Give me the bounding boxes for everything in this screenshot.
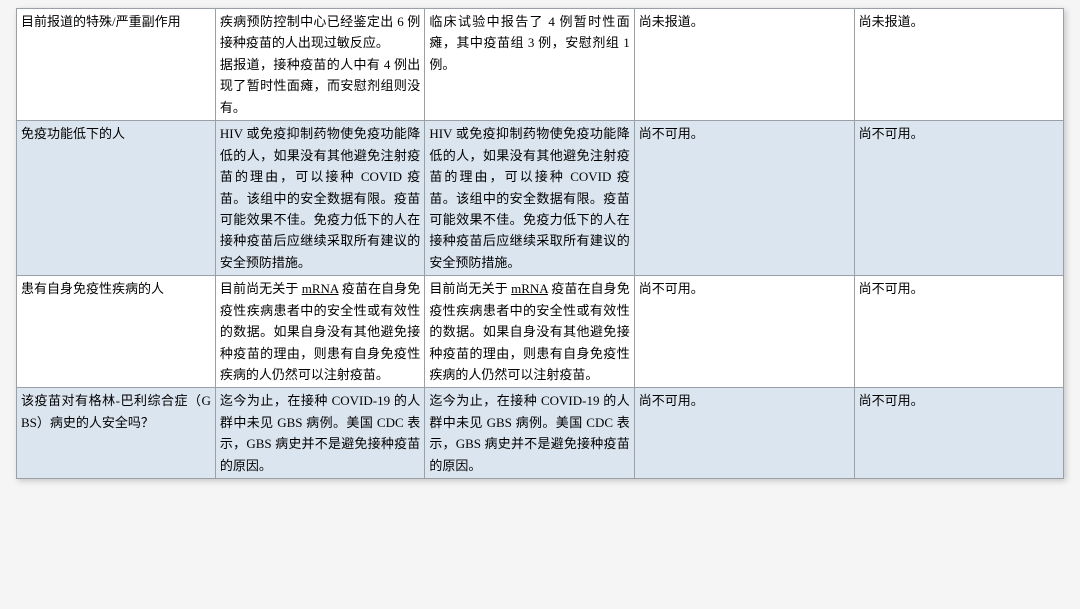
table-row: 目前报道的特殊/严重副作用 疾病预防控制中心已经鉴定出 6 例接种疫苗的人出现过… (17, 9, 1064, 121)
table-row: 患有自身免疫性疾病的人 目前尚无关于 mRNA 疫苗在自身免疫性疾病患者中的安全… (17, 276, 1064, 388)
table-cell: 迄今为止，在接种 COVID-19 的人群中未见 GBS 病例。美国 CDC 表… (425, 388, 634, 479)
row-label: 免疫功能低下的人 (17, 121, 216, 276)
underlined-term: mRNA (302, 281, 339, 296)
table-cell: 目前尚无关于 mRNA 疫苗在自身免疫性疾病患者中的安全性或有效性的数据。如果自… (425, 276, 634, 388)
row-label: 患有自身免疫性疾病的人 (17, 276, 216, 388)
table-cell: 尚不可用。 (634, 121, 854, 276)
table-cell: HIV 或免疫抑制药物使免疫功能降低的人，如果没有其他避免注射疫苗的理由，可以接… (215, 121, 424, 276)
page-container: 目前报道的特殊/严重副作用 疾病预防控制中心已经鉴定出 6 例接种疫苗的人出现过… (16, 8, 1064, 479)
table-body: 目前报道的特殊/严重副作用 疾病预防控制中心已经鉴定出 6 例接种疫苗的人出现过… (17, 9, 1064, 479)
table-cell: 尚不可用。 (854, 276, 1063, 388)
table-cell: 尚未报道。 (634, 9, 854, 121)
table-row: 免疫功能低下的人 HIV 或免疫抑制药物使免疫功能降低的人，如果没有其他避免注射… (17, 121, 1064, 276)
vaccine-info-table: 目前报道的特殊/严重副作用 疾病预防控制中心已经鉴定出 6 例接种疫苗的人出现过… (16, 8, 1064, 479)
table-row: 该疫苗对有格林-巴利综合症（GBS）病史的人安全吗？ 迄今为止，在接种 COVI… (17, 388, 1064, 479)
table-cell: 目前尚无关于 mRNA 疫苗在自身免疫性疾病患者中的安全性或有效性的数据。如果自… (215, 276, 424, 388)
table-cell: 迄今为止，在接种 COVID-19 的人群中未见 GBS 病例。美国 CDC 表… (215, 388, 424, 479)
table-cell: 疾病预防控制中心已经鉴定出 6 例接种疫苗的人出现过敏反应。据报道，接种疫苗的人… (215, 9, 424, 121)
row-label: 目前报道的特殊/严重副作用 (17, 9, 216, 121)
table-cell: 尚不可用。 (634, 388, 854, 479)
underlined-term: mRNA (511, 281, 548, 296)
table-cell: 尚不可用。 (854, 121, 1063, 276)
table-cell: 尚不可用。 (634, 276, 854, 388)
table-cell: 尚未报道。 (854, 9, 1063, 121)
table-cell: HIV 或免疫抑制药物使免疫功能降低的人，如果没有其他避免注射疫苗的理由，可以接… (425, 121, 634, 276)
row-label: 该疫苗对有格林-巴利综合症（GBS）病史的人安全吗？ (17, 388, 216, 479)
table-cell: 尚不可用。 (854, 388, 1063, 479)
table-cell: 临床试验中报告了 4 例暂时性面瘫，其中疫苗组 3 例，安慰剂组 1 例。 (425, 9, 634, 121)
